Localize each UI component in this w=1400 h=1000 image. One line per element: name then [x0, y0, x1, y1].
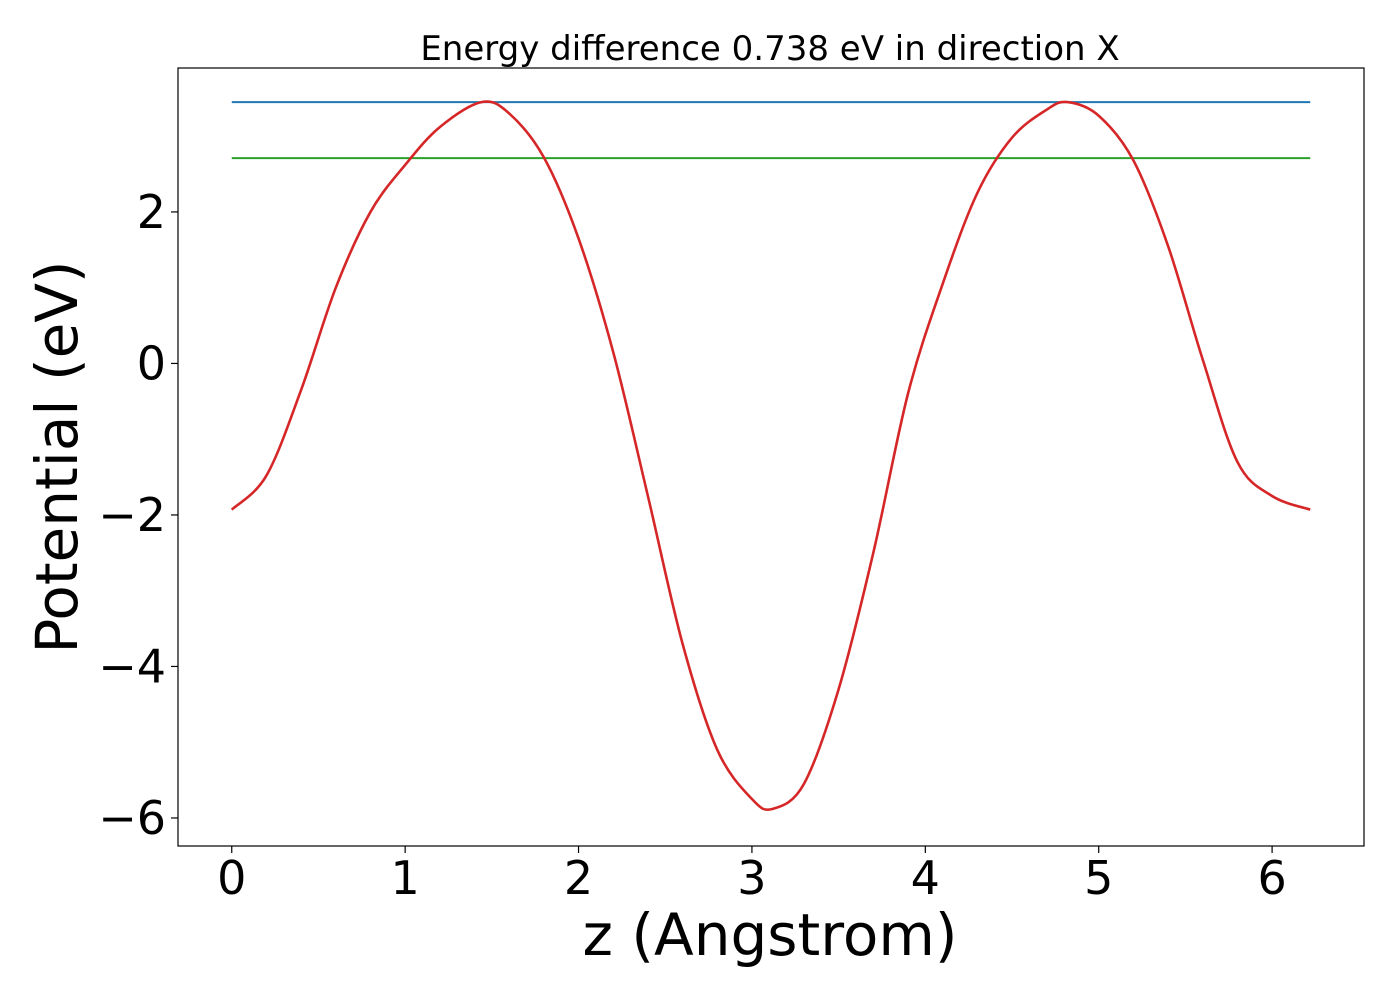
x-tick-label: 5 — [1084, 851, 1113, 905]
y-tick-label: −2 — [98, 488, 166, 542]
x-tick-label: 2 — [564, 851, 593, 905]
x-axis-ticks: 0 1 2 3 4 5 6 — [217, 846, 1287, 905]
x-tick-label: 4 — [911, 851, 940, 905]
y-axis-label: Potential (eV) — [23, 260, 91, 653]
chart-title: Energy difference 0.738 eV in direction … — [420, 29, 1119, 69]
x-tick-label: 3 — [737, 851, 766, 905]
y-tick-label: −6 — [98, 791, 166, 845]
x-tick-label: 1 — [391, 851, 420, 905]
y-tick-label: 0 — [137, 336, 166, 390]
x-tick-label: 0 — [217, 851, 246, 905]
x-tick-label: 6 — [1257, 851, 1286, 905]
plot-area-frame — [177, 67, 1365, 847]
series-layer — [230, 100, 1311, 812]
y-tick-label: 2 — [137, 185, 166, 239]
y-tick-label: −4 — [98, 639, 166, 693]
y-axis-ticks: −6 −4 −2 0 2 — [98, 185, 178, 845]
x-axis-label: z (Angstrom) — [583, 901, 958, 969]
series-line-0 — [230, 100, 1311, 812]
